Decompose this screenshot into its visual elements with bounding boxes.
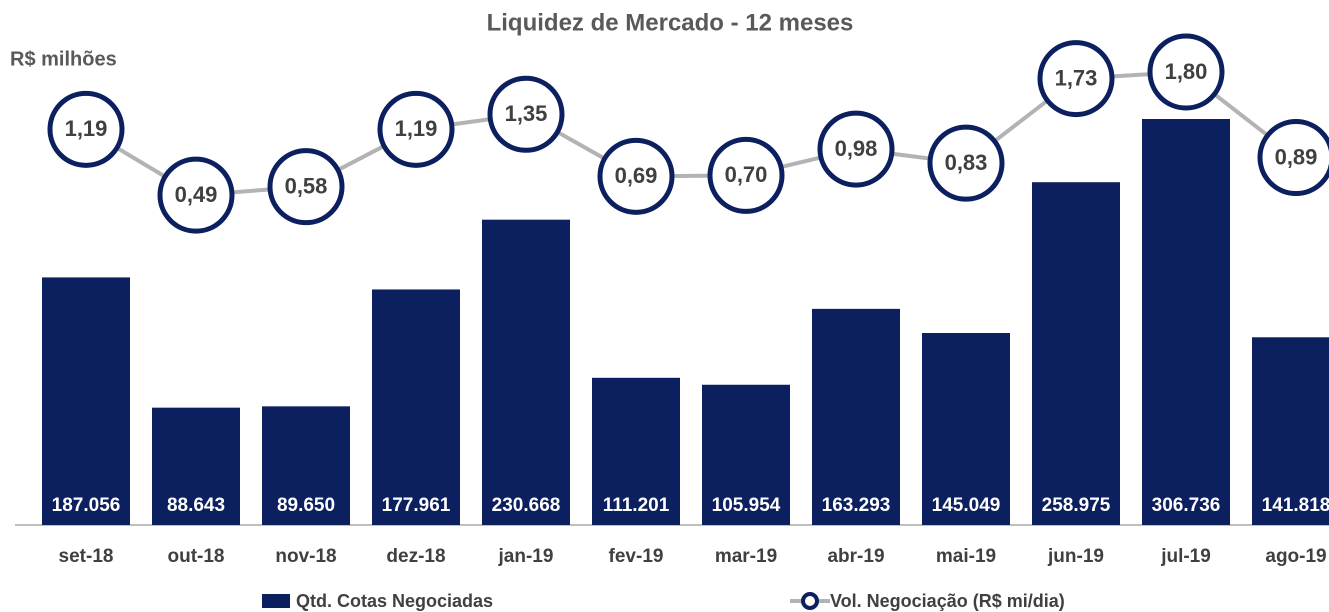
line-marker: [597, 137, 675, 215]
x-tick-label: nov-18: [275, 546, 336, 567]
line-marker: [1257, 119, 1329, 197]
x-tick-label: jun-19: [1047, 546, 1104, 567]
bar-value-label: 177.961: [382, 495, 451, 516]
line-marker: [707, 136, 785, 214]
line-marker: [487, 75, 565, 153]
line-value-label: 1,19: [395, 116, 438, 141]
line-marker: [157, 156, 235, 234]
bar: [592, 377, 680, 525]
line-marker: [377, 90, 455, 168]
line-value-label: 1,35: [505, 101, 548, 126]
bar: [1252, 337, 1329, 525]
bar-value-label: 258.975: [1042, 495, 1111, 516]
bar: [812, 308, 900, 525]
bar-value-label: 230.668: [492, 495, 561, 516]
line-value-label: 0,70: [725, 162, 768, 187]
line-value-label: 0,89: [1275, 144, 1318, 169]
bar: [1142, 119, 1230, 525]
x-tick-label: jan-19: [498, 546, 554, 567]
line-marker: [927, 124, 1005, 202]
legend-label: Vol. Negociação (R$ mi/dia): [830, 591, 1065, 611]
line-marker: [1147, 33, 1225, 111]
bar-value-label: 105.954: [712, 495, 781, 516]
line-value-label: 0,69: [615, 163, 658, 188]
line-value-label: 0,83: [945, 150, 988, 175]
line-value-label: 1,19: [65, 116, 108, 141]
x-tick-label: jul-19: [1160, 546, 1211, 567]
x-tick-label: set-18: [59, 546, 114, 567]
x-tick-label: ago-19: [1265, 546, 1326, 567]
chart-title: Liquidez de Mercado - 12 meses: [487, 9, 854, 36]
bar-value-label: 145.049: [932, 495, 1001, 516]
line-value-label: 1,73: [1055, 65, 1098, 90]
legend-swatch: [262, 594, 290, 608]
bar-value-label: 88.643: [167, 495, 225, 516]
x-tick-label: abr-19: [827, 546, 884, 567]
bar: [262, 406, 350, 525]
line-value-label: 1,80: [1165, 59, 1208, 84]
bar: [922, 333, 1010, 525]
legend-marker: [801, 592, 819, 610]
bar: [1032, 182, 1120, 526]
bar: [702, 384, 790, 525]
x-tick-label: mar-19: [715, 546, 777, 567]
bar: [372, 289, 460, 525]
line-marker: [1037, 40, 1115, 118]
bar: [482, 219, 570, 526]
line-marker: [47, 90, 125, 168]
line: [84, 69, 1298, 198]
line-value-label: 0,98: [835, 136, 878, 161]
legend-label: Qtd. Cotas Negociadas: [296, 591, 493, 611]
line-marker: [817, 110, 895, 188]
unit-label: R$ milhões: [10, 48, 117, 70]
bar-value-label: 111.201: [603, 495, 670, 516]
bar: [152, 407, 240, 525]
line-marker: [267, 148, 345, 226]
bar-value-label: 306.736: [1152, 495, 1221, 516]
bar-value-label: 141.818: [1262, 495, 1329, 516]
bar-value-label: 163.293: [822, 495, 891, 516]
x-tick-label: out-18: [168, 546, 225, 567]
x-tick-label: fev-19: [609, 546, 664, 567]
bar: [42, 277, 130, 525]
line-value-label: 0,49: [175, 182, 218, 207]
line-value-label: 0,58: [285, 173, 328, 198]
bar-value-label: 187.056: [52, 495, 121, 516]
x-tick-label: dez-18: [386, 546, 445, 567]
x-tick-label: mai-19: [936, 546, 996, 567]
bar-value-label: 89.650: [277, 495, 335, 516]
